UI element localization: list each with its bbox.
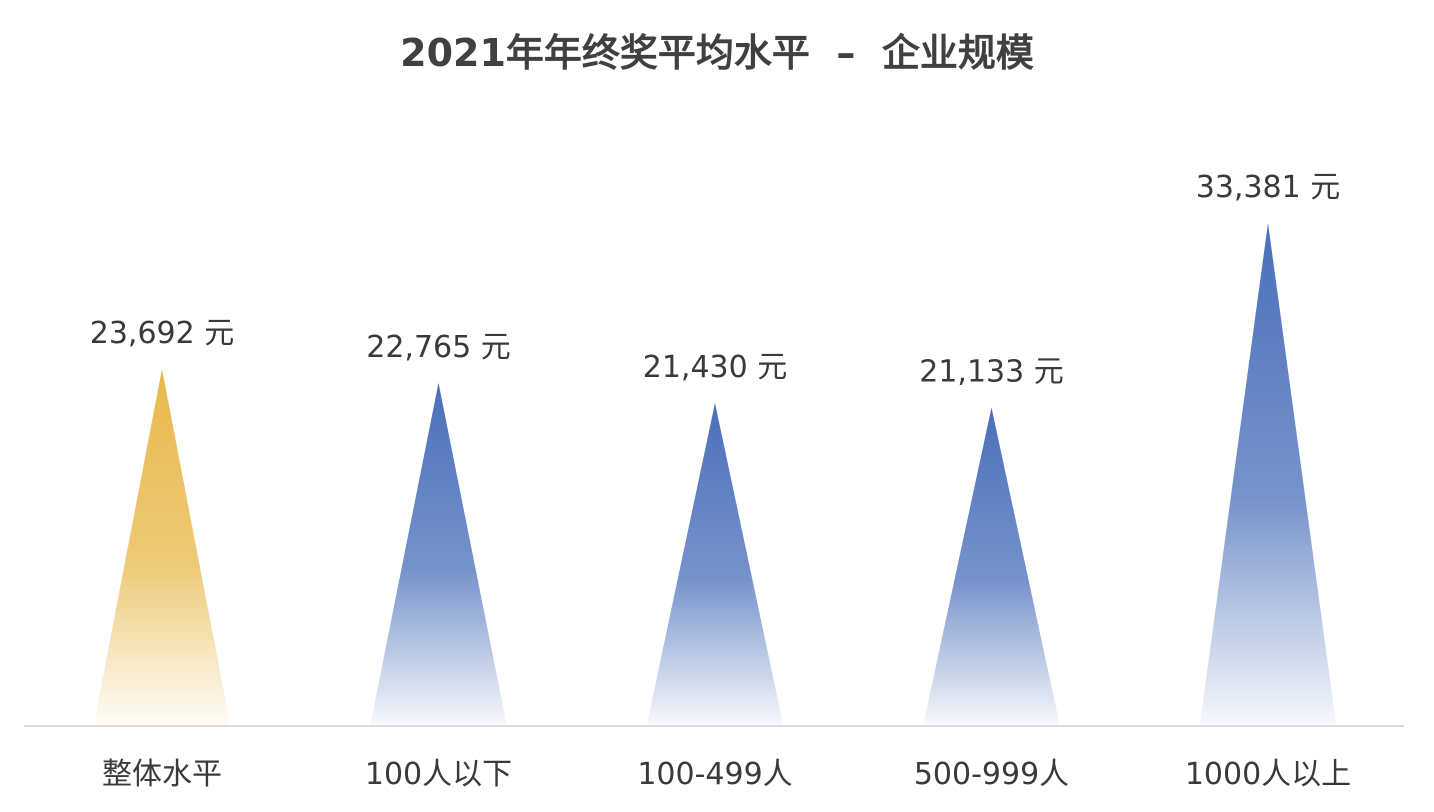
bar-3 bbox=[923, 407, 1060, 724]
bar-1 bbox=[370, 382, 507, 724]
bar-4 bbox=[1200, 222, 1336, 724]
bar-0 bbox=[94, 368, 230, 724]
x-tick-label-1: 100人以下 bbox=[365, 757, 512, 792]
data-label-2: 21,430 元 bbox=[643, 350, 788, 385]
chart-title: 2021年年终奖平均水平 – 企业规模 bbox=[400, 31, 1034, 75]
data-label-0: 23,692 元 bbox=[90, 316, 235, 351]
bar-2 bbox=[647, 403, 783, 724]
data-label-3: 21,133 元 bbox=[919, 355, 1064, 390]
x-tick-label-0: 整体水平 bbox=[102, 757, 222, 792]
x-tick-label-3: 500-999人 bbox=[914, 757, 1069, 792]
data-label-1: 22,765 元 bbox=[366, 330, 511, 365]
x-tick-label-4: 1000人以上 bbox=[1185, 757, 1351, 792]
x-tick-label-2: 100-499人 bbox=[637, 757, 792, 792]
data-label-4: 33,381 元 bbox=[1196, 170, 1341, 205]
